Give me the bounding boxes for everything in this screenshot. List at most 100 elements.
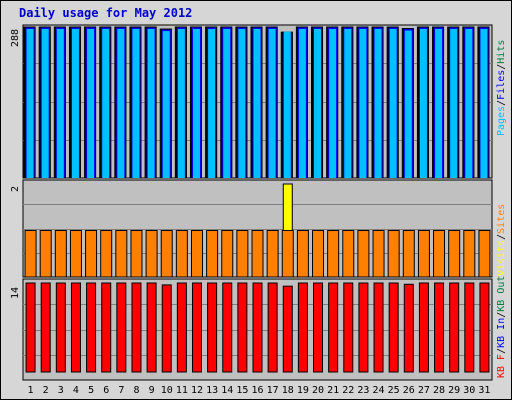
x-tick-day-19: 19 [297,385,309,396]
x-tick-day-26: 26 [403,385,415,396]
bar-kbf-day-24 [373,282,384,373]
bar-pages-day-6 [102,29,110,178]
x-tick-day-29: 29 [448,385,460,396]
bar-pages-day-15 [238,29,246,178]
bar-sites-day-12 [190,230,203,278]
bar-pages-day-10 [162,31,170,178]
bar-kbf-day-19 [297,282,308,373]
bar-pages-day-2 [41,29,49,178]
x-tick-day-3: 3 [58,385,64,396]
bar-pages-day-11 [177,29,185,178]
legend-entry-hits-0: Pages [496,106,507,136]
x-tick-day-25: 25 [388,385,400,396]
bar-sites-day-20 [312,230,325,278]
bar-sites-day-24 [372,230,385,278]
bar-sites-day-28 [433,230,446,278]
x-tick-day-23: 23 [357,385,369,396]
bar-sites-day-22 [342,230,355,278]
bar-sites-day-1 [24,230,37,278]
x-tick-day-30: 30 [463,385,475,396]
bar-kbf-day-10 [161,284,172,373]
bar-pages-day-9 [147,29,155,178]
bar-sites-day-2 [39,230,52,278]
legend-visits: Visits/Sites [496,204,507,276]
ymax-label-visits: 2 [10,186,21,192]
bar-pages-day-18 [283,31,291,179]
bar-kbf-day-8 [131,282,142,373]
bar-sites-day-25 [387,230,400,278]
bar-sites-day-27 [417,230,430,278]
bar-sites-day-19 [296,230,309,278]
legend-entry-visits-1: / [496,234,507,240]
x-tick-day-31: 31 [478,385,490,396]
bar-sites-day-14 [221,230,234,278]
bar-pages-day-28 [435,29,443,178]
x-tick-day-22: 22 [342,385,354,396]
legend-entry-hits-1: / [496,100,507,106]
bar-kbf-day-11 [176,282,187,373]
bar-pages-day-12 [192,29,200,178]
x-tick-day-28: 28 [433,385,445,396]
bar-sites-day-17 [266,230,279,278]
bar-pages-day-14 [223,29,231,178]
legend-entry-kbytes-0: KB F [496,354,507,378]
bar-kbf-day-6 [101,282,112,373]
bar-kbf-day-17 [267,282,278,373]
legend-entry-kbytes-2: KB In [496,318,507,348]
bar-kbf-day-21 [328,282,339,373]
bar-kbf-day-4 [70,282,81,373]
bar-sites-day-10 [160,230,173,278]
x-tick-day-20: 20 [312,385,324,396]
x-tick-day-4: 4 [73,385,79,396]
bar-pages-day-30 [465,29,473,178]
bar-sites-day-15 [236,230,249,278]
bar-pages-day-16 [253,29,261,178]
bar-kbf-day-29 [449,282,460,373]
bar-pages-day-17 [268,29,276,178]
bar-kbf-day-2 [40,282,51,373]
bar-kbf-day-3 [55,282,66,373]
x-tick-day-27: 27 [418,385,430,396]
bar-kbf-day-25 [388,282,399,373]
bar-pages-day-13 [208,29,216,178]
bar-pages-day-31 [480,29,488,178]
bar-kbf-day-20 [313,282,324,373]
bar-pages-day-7 [117,29,125,178]
x-tick-day-14: 14 [221,385,233,396]
bar-sites-day-13 [206,230,219,278]
x-tick-day-15: 15 [236,385,248,396]
ymax-label-hits: 288 [10,29,21,47]
legend-entry-visits-0: Visits [496,240,507,276]
bar-kbf-day-15 [237,282,248,373]
legend-entry-hits-3: / [496,64,507,70]
x-tick-day-24: 24 [373,385,385,396]
legend-entry-visits-2: Sites [496,204,507,234]
legend-hits: Pages/Files/Hits [496,40,507,136]
bar-pages-day-26 [404,30,412,178]
bar-pages-day-20 [314,29,322,178]
bar-kbf-day-9 [146,282,157,373]
bar-pages-day-21 [329,29,337,178]
chart-title: Daily usage for May 2012 [19,6,193,20]
bar-pages-day-1 [26,29,34,178]
bar-pages-day-5 [87,29,95,178]
x-tick-day-12: 12 [191,385,203,396]
bar-kbf-day-26 [403,283,414,373]
x-tick-day-21: 21 [327,385,339,396]
bar-pages-day-24 [374,29,382,178]
bar-sites-day-5 [85,230,98,278]
x-tick-day-13: 13 [206,385,218,396]
bar-sites-day-7 [115,230,128,278]
bar-sites-day-4 [69,230,82,278]
bar-sites-day-16 [251,230,264,278]
bar-sites-day-8 [130,230,143,278]
bar-sites-day-21 [327,230,340,278]
x-tick-day-9: 9 [149,385,155,396]
x-tick-day-17: 17 [267,385,279,396]
x-tick-day-1: 1 [28,385,34,396]
x-tick-day-6: 6 [103,385,109,396]
bar-kbf-day-16 [252,282,263,373]
bar-sites-day-6 [100,230,113,278]
legend-entry-kbytes-3: / [496,312,507,318]
